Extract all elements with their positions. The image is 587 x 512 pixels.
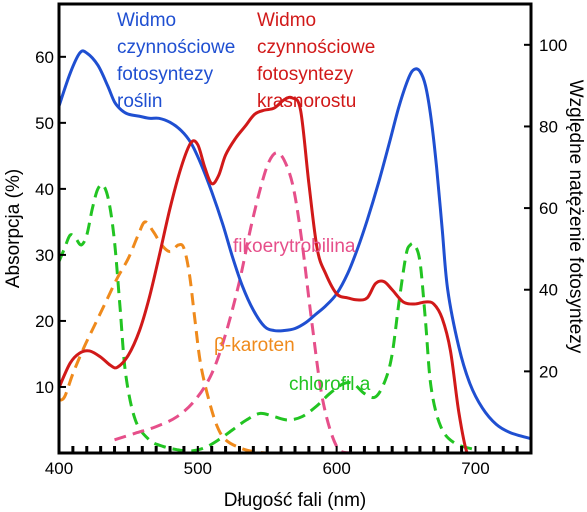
series-line-β-karoten (59, 220, 268, 453)
series-line-fikoerytrobilina (114, 151, 352, 453)
axis-layer: 400 500 600 700 10 20 30 40 50 60 20 40 60 80 100 Długo… (3, 36, 586, 511)
y-left-tick-label-30: 30 (35, 246, 54, 265)
series-label-chlorofil-a-line-0: chlorofil a (289, 374, 371, 395)
label-layer: Widmo czynnościowe fotosyntezy roślin Widmo c… (117, 10, 375, 395)
series-label-widmo-czynnościowe-fotosyntezy-krasnorostu-line-2: fotosyntezy (257, 64, 354, 85)
series-label-widmo-czynnościowe-fotosyntezy-roślin-line-1: czynnościowe (117, 37, 235, 58)
series-label-β-karoten-line-0: β-karoten (214, 335, 295, 356)
x-tick-label-400: 400 (45, 459, 73, 478)
series-label-fikoerytrobilina-line-0: fikoerytrobilina (233, 236, 356, 257)
y-left-tick-label-60: 60 (35, 48, 54, 67)
y-right-tick-label-40: 40 (539, 281, 558, 300)
y-right-axis-title: Względne natężenie fotosyntezy (565, 80, 586, 354)
series-line-widmo-czynnościowe-fotosyntezy-krasnorostu (59, 95, 476, 453)
series-label-widmo-czynnościowe-fotosyntezy-krasnorostu-line-1: czynnościowe (257, 37, 375, 58)
series-line-widmo-czynnościowe-fotosyntezy-roślin (59, 49, 531, 441)
y-left-axis-title: Absorpcja (%) (3, 169, 24, 288)
y-right-tick-label-80: 80 (539, 117, 558, 136)
series-label-widmo-czynnościowe-fotosyntezy-roślin-line-0: Widmo (117, 10, 176, 31)
y-right-tick-label-60: 60 (539, 199, 558, 218)
series-label-widmo-czynnościowe-fotosyntezy-krasnorostu-line-3: krasnorostu (257, 91, 356, 112)
x-tick-label-700: 700 (461, 459, 489, 478)
y-right-tick-label-100: 100 (539, 36, 567, 55)
series-layer (59, 49, 531, 453)
series-line-chlorofil-a (59, 183, 476, 453)
series-label-widmo-czynnościowe-fotosyntezy-roślin-line-3: roślin (117, 91, 162, 112)
y-right-tick-label-20: 20 (539, 362, 558, 381)
x-tick-label-600: 600 (322, 459, 350, 478)
series-label-widmo-czynnościowe-fotosyntezy-krasnorostu-line-0: Widmo (257, 10, 316, 31)
x-axis-title: Długość fali (nm) (224, 490, 367, 511)
series-label-widmo-czynnościowe-fotosyntezy-roślin-line-2: fotosyntezy (117, 64, 214, 85)
y-left-tick-label-10: 10 (35, 378, 54, 397)
y-left-tick-label-50: 50 (35, 114, 54, 133)
x-tick-label-500: 500 (184, 459, 212, 478)
y-left-tick-label-40: 40 (35, 180, 54, 199)
y-left-tick-label-20: 20 (35, 312, 54, 331)
